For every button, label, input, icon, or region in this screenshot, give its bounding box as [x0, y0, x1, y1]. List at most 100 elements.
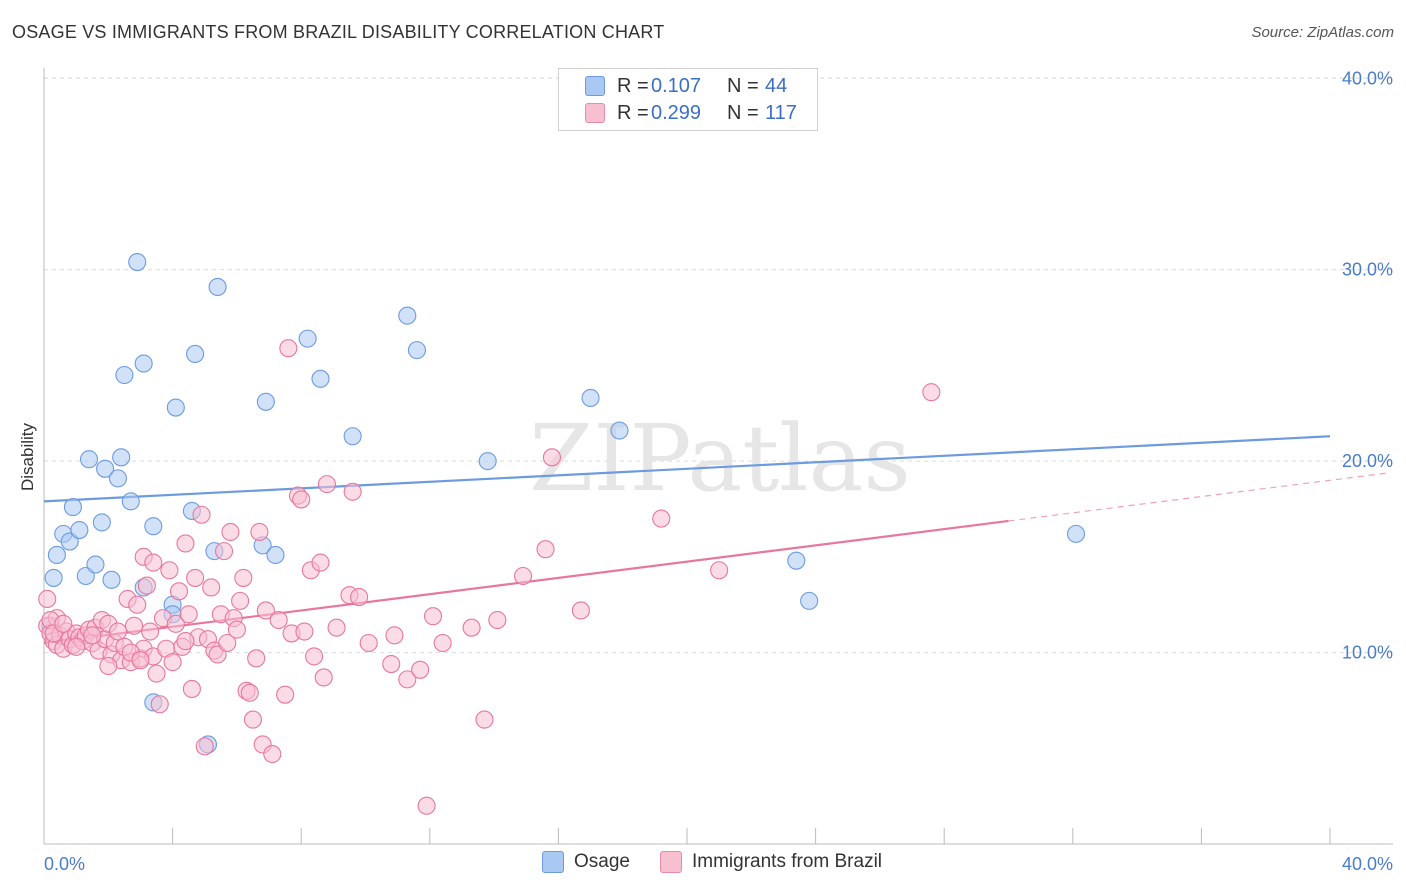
osage-point — [343, 427, 362, 446]
osage-point — [144, 517, 163, 536]
trend-lines — [43, 435, 1391, 645]
brazil-point — [536, 540, 555, 559]
osage-point — [112, 448, 131, 467]
correlation-legend: R = 0.107 N = 44 R = 0.299 N = 117 — [558, 68, 818, 131]
brazil-point — [137, 576, 156, 595]
brazil-point — [240, 683, 259, 702]
legend-n-value: 117 — [765, 101, 797, 124]
osage-point — [398, 306, 417, 325]
osage-point — [70, 521, 89, 540]
brazil-point — [38, 589, 57, 609]
osage-point — [134, 354, 153, 373]
brazil-point — [231, 591, 250, 610]
brazil-point — [359, 633, 378, 653]
data-points — [38, 253, 1086, 815]
osage-point — [298, 329, 317, 348]
brazil-point — [186, 568, 205, 587]
y-tick-label: 30.0% — [1342, 260, 1393, 280]
osage-point — [266, 545, 285, 564]
brazil-point — [160, 561, 179, 580]
brazil-point — [311, 553, 330, 572]
brazil-point — [234, 568, 253, 587]
legend-r-value: 0.107 — [651, 74, 702, 97]
brazil-point — [398, 670, 417, 689]
brazil-point — [147, 664, 166, 683]
brazil-point — [417, 796, 436, 815]
brazil-point — [141, 622, 160, 641]
brazil-point — [54, 614, 73, 633]
osage-point — [47, 545, 66, 564]
brazil-point — [343, 482, 362, 501]
brazil-point — [124, 616, 144, 635]
series-legend-osage: Osage — [542, 851, 630, 873]
brazil-point — [131, 651, 150, 670]
brazil-point — [385, 626, 404, 645]
brazil-point — [571, 601, 590, 620]
osage-point — [581, 388, 600, 408]
legend-r-value: 0.299 — [651, 101, 702, 124]
osage-point — [166, 398, 185, 417]
osage-point — [44, 568, 63, 587]
x-tick-label: 40.0% — [1342, 854, 1393, 874]
brazil-point — [279, 339, 298, 358]
brazil-point — [462, 618, 481, 637]
brazil-point — [542, 448, 562, 467]
brazil-point — [513, 566, 533, 586]
brazil-point — [195, 737, 214, 756]
osage-point — [121, 492, 140, 511]
legend-n-value: 44 — [765, 74, 788, 97]
brazil-point — [182, 679, 201, 698]
brazil-trend-line-extension — [1008, 472, 1391, 522]
series-label-brazil: Immigrants from Brazil — [691, 851, 883, 872]
osage-point — [208, 277, 227, 296]
osage-point — [407, 341, 426, 360]
brazil-point — [67, 637, 86, 656]
series-label-osage: Osage — [574, 851, 630, 872]
legend-row-brazil: R = 0.299 N = 117 — [585, 100, 797, 126]
brazil-point — [221, 522, 240, 542]
legend-swatch-brazil — [585, 103, 605, 123]
brazil-point — [163, 653, 182, 672]
legend-n-label: N = — [727, 101, 759, 124]
brazil-point — [269, 610, 288, 630]
legend-r-label: R = — [617, 74, 649, 97]
osage-point — [92, 513, 111, 532]
watermark: ZIPatlas — [529, 405, 910, 512]
osage-point — [63, 498, 82, 517]
legend-row-osage: R = 0.107 N = 44 — [585, 73, 787, 99]
brazil-point — [128, 595, 147, 614]
brazil-point — [247, 649, 266, 668]
brazil-point — [263, 744, 282, 764]
brazil-point — [256, 601, 275, 620]
brazil-point — [922, 383, 941, 402]
brazil-point — [411, 660, 430, 679]
osage-point — [86, 555, 105, 574]
brazil-point — [99, 656, 118, 676]
brazil-point — [295, 622, 314, 641]
brazil-point — [243, 710, 263, 729]
y-tick-label: 40.0% — [1342, 68, 1393, 88]
series-swatch-osage — [542, 851, 564, 873]
brazil-point — [327, 618, 346, 637]
x-tick-label: 0.0% — [44, 854, 85, 874]
brazil-point — [144, 553, 163, 572]
brazil-point — [83, 626, 102, 645]
brazil-point — [292, 490, 311, 509]
brazil-point — [710, 561, 729, 580]
brazil-point — [488, 610, 507, 630]
osage-point — [1066, 524, 1086, 543]
brazil-point — [150, 695, 169, 714]
osage-point — [108, 469, 127, 488]
osage-point — [96, 459, 115, 478]
osage-point — [186, 344, 205, 363]
osage-point — [128, 253, 147, 272]
brazil-point — [317, 475, 336, 494]
brazil-point — [433, 633, 452, 653]
y-axis-label: Disability — [18, 422, 37, 491]
brazil-point — [276, 685, 295, 704]
osage-point — [610, 421, 629, 440]
osage-point — [800, 591, 819, 610]
osage-point — [478, 452, 497, 471]
brazil-point — [176, 534, 195, 553]
